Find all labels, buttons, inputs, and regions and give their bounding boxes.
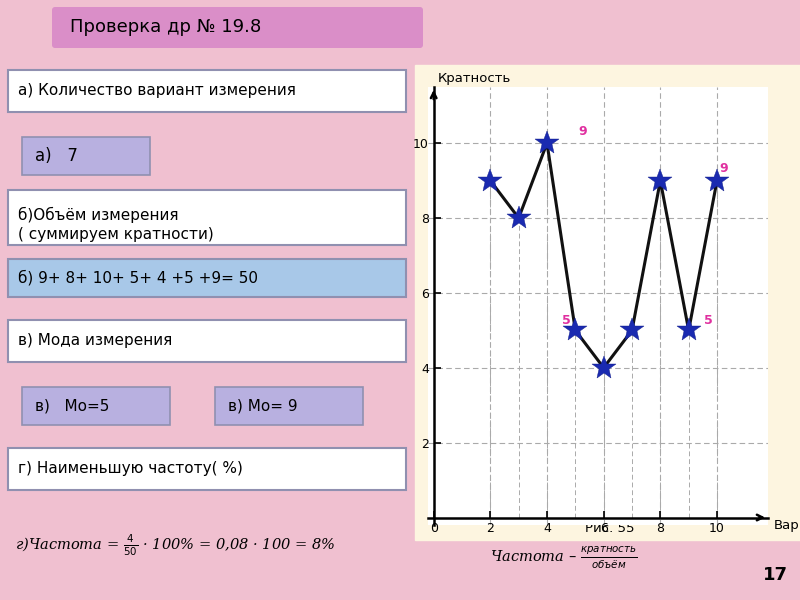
- Text: 5: 5: [562, 314, 571, 326]
- FancyBboxPatch shape: [52, 7, 423, 48]
- Text: б) 9+ 8+ 10+ 5+ 4 +5 +9= 50: б) 9+ 8+ 10+ 5+ 4 +5 +9= 50: [18, 270, 258, 286]
- Text: а) Количество вариант измерения: а) Количество вариант измерения: [18, 83, 296, 98]
- FancyBboxPatch shape: [8, 448, 406, 490]
- Text: г)Частота = $\frac{4}{50}$ · 100% = 0,08 · 100 = 8%: г)Частота = $\frac{4}{50}$ · 100% = 0,08…: [15, 532, 335, 557]
- FancyBboxPatch shape: [8, 320, 406, 362]
- Text: 5: 5: [704, 314, 713, 326]
- Text: Варианта: Варианта: [774, 520, 800, 532]
- Text: в)   Мо=5: в) Мо=5: [35, 398, 110, 413]
- FancyBboxPatch shape: [22, 387, 170, 425]
- Text: Проверка др № 19.8: Проверка др № 19.8: [70, 18, 262, 36]
- Text: Рис. 55: Рис. 55: [586, 521, 634, 535]
- Text: Частота – $\frac{кратность}{объём}$: Частота – $\frac{кратность}{объём}$: [490, 545, 638, 571]
- Text: ( суммируем кратности): ( суммируем кратности): [18, 227, 214, 242]
- FancyBboxPatch shape: [8, 70, 406, 112]
- Text: в) Мо= 9: в) Мо= 9: [228, 398, 298, 413]
- Text: в) Мода измерения: в) Мода измерения: [18, 334, 172, 349]
- Text: Кратность: Кратность: [438, 72, 511, 85]
- Text: а)   7: а) 7: [35, 147, 78, 165]
- FancyBboxPatch shape: [8, 190, 406, 245]
- Text: 17: 17: [762, 566, 787, 584]
- Text: г) Наименьшую частоту( %): г) Наименьшую частоту( %): [18, 461, 243, 476]
- Text: 9: 9: [578, 125, 586, 137]
- Bar: [415, 65, 800, 540]
- FancyBboxPatch shape: [8, 259, 406, 297]
- FancyBboxPatch shape: [215, 387, 363, 425]
- Text: б)Объём измерения: б)Объём измерения: [18, 207, 178, 223]
- FancyBboxPatch shape: [22, 137, 150, 175]
- Text: 9: 9: [720, 162, 729, 175]
